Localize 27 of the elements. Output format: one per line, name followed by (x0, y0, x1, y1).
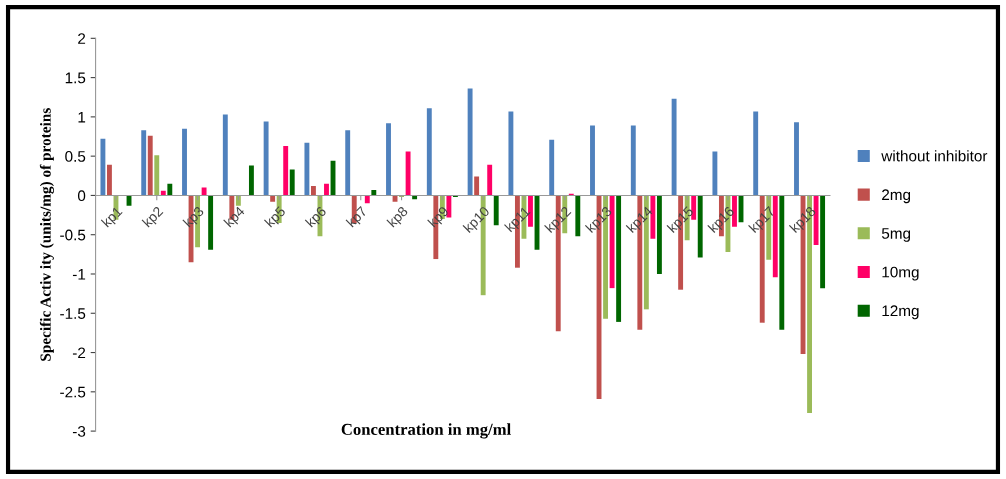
legend-label: 12mg (882, 305, 919, 320)
x-tick-label: kp6 (304, 205, 329, 230)
x-tick-label: kp1 (100, 205, 125, 230)
y-tick-label: -1 (72, 269, 86, 280)
x-tick-label: kp7 (345, 205, 370, 230)
legend-label: 10mg (882, 266, 919, 281)
y-tick-label: 0.5 (65, 151, 86, 162)
x-tick-label: kp5 (263, 205, 288, 230)
y-tick-label: 0 (77, 190, 86, 202)
x-tick-label: kp4 (223, 205, 248, 230)
y-tick-label: -2 (72, 347, 86, 359)
x-tick-label: kp8 (386, 205, 411, 230)
y-tick-label: -3 (72, 425, 86, 437)
legend-label: 2mg (882, 189, 911, 204)
y-axis-title: Specific Activ ity (units/mg) of proteins (39, 108, 54, 361)
x-tick-label: kp3 (182, 205, 207, 230)
y-tick-label: -0.5 (60, 229, 86, 241)
y-tick-label: 2 (78, 33, 86, 44)
legend-label: 5mg (881, 228, 911, 242)
y-tick-label: -1.5 (60, 308, 86, 319)
legend-label: without inhibitor (881, 150, 988, 162)
x-tick-label: kp9 (427, 205, 452, 230)
y-tick-label: 1.5 (65, 72, 86, 84)
x-axis-title: Concentration in mg/ml (341, 423, 511, 439)
y-tick-label: -2.5 (60, 386, 86, 398)
x-tick-label: kp2 (141, 205, 166, 230)
y-tick-label: 1 (78, 111, 86, 123)
